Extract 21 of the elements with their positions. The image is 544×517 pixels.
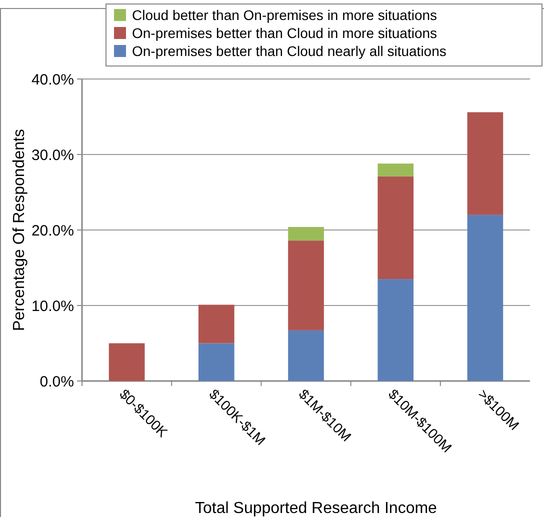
x-axis-title: Total Supported Research Income	[195, 500, 438, 517]
y-axis-title: Percentage Of Respondents	[11, 129, 28, 331]
y-tick-label: 20.0%	[31, 222, 74, 240]
bar	[198, 304, 234, 344]
bar	[108, 343, 145, 381]
bar	[378, 176, 414, 280]
bar	[198, 343, 234, 381]
y-tick-label: 10.0%	[31, 298, 74, 315]
bar	[288, 330, 324, 381]
legend-label: On-premises better than Cloud in more situations	[132, 24, 438, 41]
y-tick-label: 40.0%	[31, 71, 74, 88]
legend-label: On-premises better than Cloud nearly all situations	[132, 42, 446, 59]
y-tick-label: 0.0%	[40, 373, 74, 390]
bar	[378, 164, 414, 176]
y-tick-label: 30.0%	[31, 146, 74, 164]
legend-label: Cloud better than On-premises in more situations	[132, 6, 438, 23]
bar	[288, 240, 324, 330]
bar	[467, 214, 504, 381]
bar	[378, 279, 414, 381]
bar	[288, 226, 324, 241]
bar	[467, 112, 504, 215]
